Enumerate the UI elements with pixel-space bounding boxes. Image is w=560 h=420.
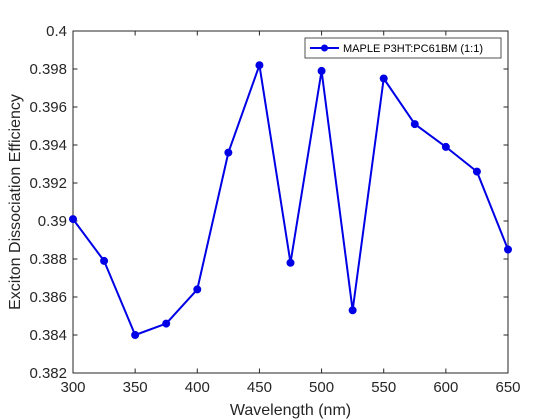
data-point [255,61,264,70]
legend-box [304,37,502,59]
data-point [193,285,202,294]
data-point [410,120,419,129]
y-tick-label: 0.398 [29,61,67,78]
data-point [162,319,171,328]
data-point [286,258,295,267]
y-tick-label: 0.386 [29,289,67,306]
data-point [100,256,109,265]
data-point [224,148,233,157]
data-point [504,245,512,254]
x-axis-title: Wavelength (nm) [230,402,351,419]
data-point [131,331,140,339]
x-tick-label: 600 [433,379,458,396]
x-tick-label: 400 [185,379,210,396]
x-tick-label: 300 [60,379,85,396]
legend-entry-label: MAPLE P3HT:PC61BM (1:1) [343,43,483,55]
legend-marker-sample [321,44,328,52]
y-tick-label: 0.384 [29,327,67,344]
x-tick-label: 450 [247,379,272,396]
x-axis-ticks: 300 350 400 450 500 550 600 650 [60,31,521,396]
y-tick-label: 0.382 [29,365,67,382]
y-tick-label: 0.396 [29,99,67,116]
x-tick-label: 350 [123,379,148,396]
series-layer [69,61,512,339]
y-axis-ticks: 0.382 0.384 0.386 0.388 0.39 0.392 0.394 0.396 0… [29,23,508,382]
y-tick-label: 0.392 [29,175,67,192]
data-point [379,74,388,83]
y-axis-title: Exciton Dissociation Efficiency [7,94,24,310]
x-tick-label: 500 [309,379,334,396]
data-point [348,306,357,315]
data-point [472,167,481,176]
x-tick-label: 550 [371,379,396,396]
x-tick-label: 650 [495,379,520,396]
y-tick-label: 0.388 [29,251,67,268]
y-tick-label: 0.4 [46,23,67,40]
data-point [441,142,450,151]
y-tick-label: 0.394 [29,137,67,154]
plot-area [72,30,509,374]
y-tick-label: 0.39 [38,213,67,230]
legend: MAPLE P3HT:PC61BM (1:1) [304,37,502,59]
data-point [317,66,326,75]
data-point [69,215,77,224]
